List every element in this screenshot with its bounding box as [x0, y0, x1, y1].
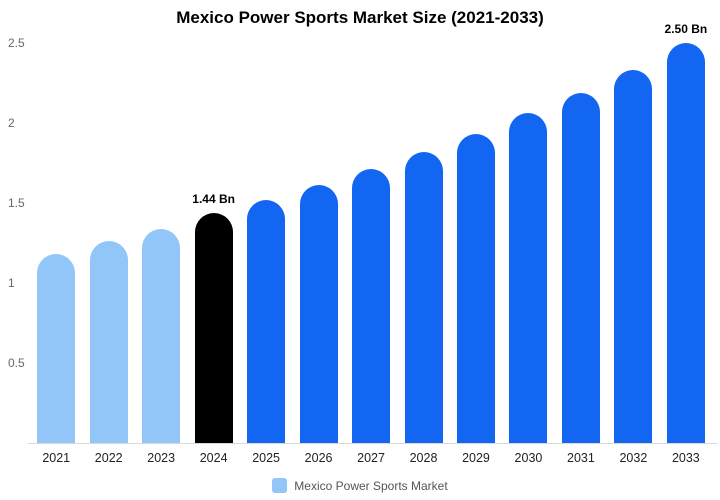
x-axis-label: 2030 — [514, 451, 543, 465]
x-axis-label: 2023 — [147, 451, 176, 465]
bar-2025[interactable] — [247, 199, 286, 443]
bar-column — [292, 43, 344, 443]
x-axis-labels: 2021 2022 2023 2024 2025 2026 2027 2028 2029 2030… — [30, 451, 712, 465]
bar-column — [502, 43, 554, 443]
x-axis-label: 2033 — [671, 451, 700, 465]
bar-column — [240, 43, 292, 443]
x-axis-line — [28, 443, 718, 444]
x-axis-label: 2021 — [42, 451, 71, 465]
legend-swatch-icon — [272, 478, 288, 493]
x-axis-label: 2029 — [462, 451, 490, 465]
bar-column: 1.44 Bn — [187, 43, 239, 443]
bar-column — [607, 43, 659, 443]
y-axis-tick-label: 1 — [8, 276, 15, 290]
x-axis-label: 2024 — [199, 451, 228, 465]
bar-column — [30, 43, 82, 443]
bar-2029[interactable] — [456, 134, 495, 443]
bar-2021[interactable] — [37, 254, 76, 443]
bar-column — [345, 43, 397, 443]
bar-column — [135, 43, 187, 443]
bar-column — [450, 43, 502, 443]
x-axis-label: 2028 — [409, 451, 438, 465]
y-axis-tick-label: 1.5 — [8, 196, 25, 210]
bar-2032[interactable] — [614, 70, 653, 443]
x-axis-label: 2022 — [94, 451, 123, 465]
bar-2031[interactable] — [561, 92, 600, 443]
bar-2024[interactable] — [194, 212, 233, 443]
chart-title: Mexico Power Sports Market Size (2021-20… — [176, 8, 544, 27]
bar-column — [555, 43, 607, 443]
y-axis-tick-label: 0.5 — [8, 356, 25, 370]
bar-column: 2.50 Bn — [660, 22, 712, 443]
plot-area: 1.44 Bn 2.50 Bn — [30, 22, 712, 443]
bar-2028[interactable] — [404, 151, 443, 443]
legend-label: Mexico Power Sports Market — [294, 478, 448, 493]
x-axis-label: 2032 — [619, 451, 648, 465]
bar-value-label: 2.50 Bn — [664, 22, 708, 36]
y-axis-tick-label: 2 — [8, 116, 15, 130]
bar-column — [82, 43, 134, 443]
bar-2033[interactable] — [666, 43, 705, 443]
legend-item[interactable]: Mexico Power Sports Market — [0, 478, 720, 493]
y-axis-tick-label: 2.5 — [8, 36, 25, 50]
bar-2027[interactable] — [352, 169, 391, 443]
x-axis-label: 2027 — [357, 451, 385, 465]
x-axis-label: 2025 — [252, 451, 281, 465]
bar-value-label: 1.44 Bn — [192, 191, 235, 206]
bar-2023[interactable] — [142, 228, 181, 443]
bar-2022[interactable] — [89, 241, 128, 443]
x-axis-label: 2031 — [567, 451, 595, 465]
bar-2026[interactable] — [299, 185, 338, 443]
x-axis-label: 2026 — [304, 451, 333, 465]
bar-2030[interactable] — [509, 113, 548, 443]
bar-column — [397, 43, 449, 443]
